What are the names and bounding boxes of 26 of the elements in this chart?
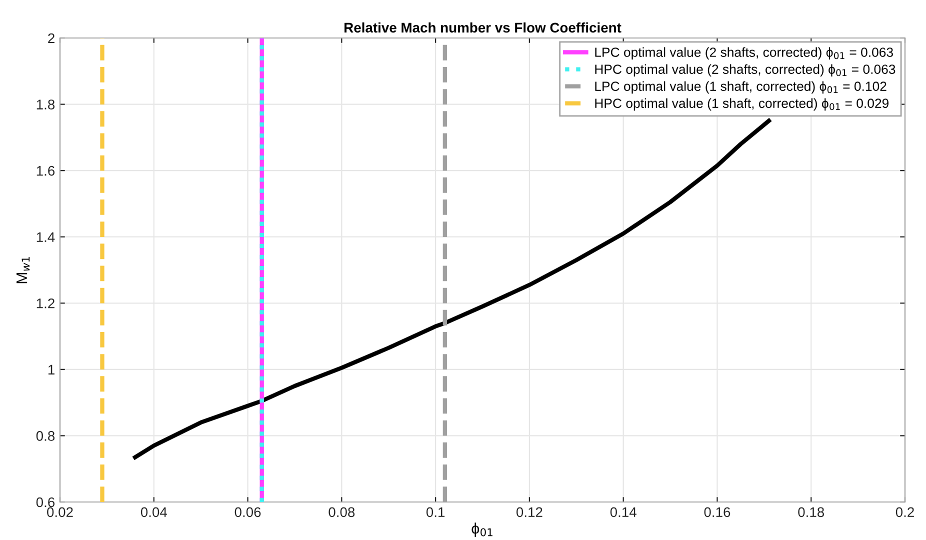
legend-label: HPC optimal value (2 shafts, corrected) ϕ$_{01}$ = 0.063 [595,64,896,77]
legend-label: LPC optimal value (1 shaft, corrected) ϕ$_{01}$ = 0.102 [595,81,886,94]
y-tick-label: 0.6 [36,497,55,508]
y-tick-label: 1.2 [36,298,54,308]
x-tick-label: 0.12 [516,507,542,518]
chart-title: Relative Mach number vs Flow Coefficient [344,22,622,33]
y-tick-label: 0.8 [36,431,55,441]
legend-label: HPC optimal value (1 shaft, corrected) ϕ$_{01}$ = 0.029 [595,98,889,111]
x-tick-label: 0.04 [140,507,167,518]
y-tick-label: 1 [48,364,54,374]
line-series [133,118,771,460]
x-tick-label: 0.08 [328,507,355,518]
y-axis-title: M$_{w1}$ [16,257,30,284]
legend-label: LPC optimal value (2 shafts, corrected) ϕ$_{01}$ = 0.063 [595,47,893,60]
y-tick-label: 1.6 [36,166,55,176]
y-tick-label: 1.8 [36,100,55,110]
x-tick-label: 0.18 [798,507,824,518]
y-tick-label: 1.4 [36,232,55,242]
x-tick-label: 0.14 [610,507,636,518]
x-axis-title: ϕ$_{01}$ [472,522,492,537]
x-tick-label: 0.1 [426,507,445,518]
x-tick-label: 0.16 [704,507,730,518]
x-tick-label: 0.2 [896,507,914,518]
x-tick-label: 0.06 [234,507,261,518]
y-tick-label: 2 [48,33,54,44]
x-tick-label: 0.02 [47,507,73,518]
